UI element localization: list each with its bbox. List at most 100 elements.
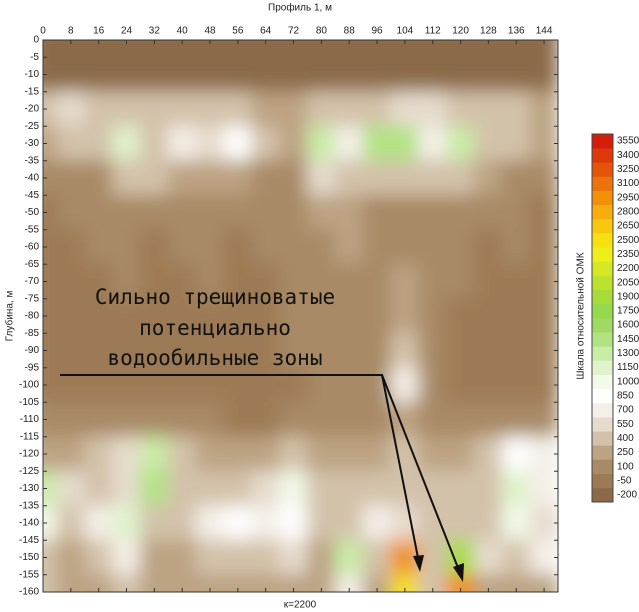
cell bbox=[223, 40, 253, 58]
colorbar-swatch bbox=[592, 162, 613, 177]
cell bbox=[473, 574, 503, 592]
cell bbox=[84, 539, 114, 576]
cell bbox=[195, 194, 225, 231]
cell bbox=[446, 125, 475, 162]
cell bbox=[473, 539, 503, 576]
colorbar-title: Шкала относительной ОМК bbox=[576, 252, 587, 379]
cell bbox=[84, 367, 114, 403]
cell bbox=[390, 56, 420, 93]
cell bbox=[84, 298, 114, 334]
cell bbox=[251, 263, 281, 300]
colorbar-swatch bbox=[592, 218, 613, 234]
cell bbox=[223, 91, 253, 127]
y-tick-label: -110 bbox=[20, 414, 40, 425]
cell bbox=[139, 194, 169, 231]
colorbar-tick-label: -200 bbox=[617, 490, 637, 501]
cell bbox=[139, 91, 169, 127]
cell bbox=[473, 229, 503, 265]
cell bbox=[418, 263, 448, 300]
colorbar-swatch bbox=[592, 176, 613, 191]
cell bbox=[362, 332, 392, 369]
cell bbox=[446, 401, 475, 438]
x-tick-label: 136 bbox=[508, 26, 525, 37]
colorbar-swatch bbox=[592, 261, 613, 276]
cell bbox=[279, 298, 308, 334]
cell bbox=[334, 436, 364, 472]
cell bbox=[279, 470, 308, 507]
cell bbox=[334, 298, 364, 334]
cell bbox=[306, 160, 336, 196]
cell bbox=[334, 574, 364, 592]
cell bbox=[446, 367, 475, 403]
x-tick-label: 40 bbox=[177, 26, 189, 37]
cell bbox=[167, 505, 197, 541]
y-tick-label: -115 bbox=[20, 431, 40, 442]
cell bbox=[362, 436, 392, 472]
y-tick-label: -45 bbox=[25, 190, 40, 201]
cell bbox=[112, 263, 141, 300]
cell bbox=[446, 574, 475, 592]
cell bbox=[473, 263, 503, 300]
cell bbox=[251, 505, 281, 541]
cell bbox=[390, 40, 420, 58]
cell bbox=[195, 263, 225, 300]
cell bbox=[446, 263, 475, 300]
colorbar-tick-label: 700 bbox=[617, 405, 634, 416]
annotation-line: Сильно трещиноватые bbox=[95, 285, 335, 309]
cell bbox=[529, 401, 558, 438]
cell bbox=[279, 229, 308, 265]
y-tick-label: -50 bbox=[25, 207, 40, 218]
cell bbox=[223, 367, 253, 403]
colorbar-tick-label: 850 bbox=[617, 390, 634, 401]
cell bbox=[195, 56, 225, 93]
cell bbox=[473, 125, 503, 162]
cell bbox=[112, 125, 141, 162]
colorbar-tick-label: 100 bbox=[617, 461, 634, 472]
cell bbox=[139, 298, 169, 334]
colorbar-tick-label: 1900 bbox=[617, 291, 639, 302]
cell bbox=[167, 332, 197, 369]
cell bbox=[167, 229, 197, 265]
cell bbox=[195, 401, 225, 438]
cell bbox=[334, 40, 364, 58]
cell bbox=[112, 574, 141, 592]
cell bbox=[223, 160, 253, 196]
cell bbox=[418, 401, 448, 438]
cell bbox=[139, 229, 169, 265]
cell bbox=[223, 56, 253, 93]
colorbar-swatch bbox=[592, 360, 613, 375]
cell bbox=[223, 194, 253, 231]
cell bbox=[362, 263, 392, 300]
cell bbox=[112, 401, 141, 438]
cell bbox=[56, 91, 86, 127]
cell bbox=[279, 367, 308, 403]
cell bbox=[167, 436, 197, 472]
y-tick-label: -100 bbox=[19, 380, 39, 391]
cell bbox=[446, 332, 475, 369]
annotation-line: потенциально bbox=[139, 316, 291, 340]
y-tick-label: -30 bbox=[25, 138, 40, 149]
colorbar-swatch bbox=[592, 289, 613, 305]
cell bbox=[334, 332, 364, 369]
cell bbox=[223, 298, 253, 334]
y-tick-label: -155 bbox=[19, 569, 39, 580]
cell bbox=[529, 263, 558, 300]
cell bbox=[56, 298, 86, 334]
colorbar-tick-label: 2650 bbox=[617, 221, 639, 232]
cell bbox=[306, 470, 336, 507]
cell bbox=[139, 332, 169, 369]
y-tick-label: -105 bbox=[19, 397, 39, 408]
cell bbox=[473, 298, 503, 334]
cell bbox=[306, 367, 336, 403]
cell bbox=[223, 539, 253, 576]
cell bbox=[418, 298, 448, 334]
cell bbox=[279, 401, 308, 438]
cell bbox=[473, 436, 503, 472]
cell bbox=[112, 229, 141, 265]
cell bbox=[251, 332, 281, 369]
cell bbox=[112, 470, 141, 507]
colorbar-tick-label: 1450 bbox=[617, 334, 639, 345]
cell bbox=[306, 298, 336, 334]
cell bbox=[362, 194, 392, 231]
cell bbox=[56, 160, 86, 196]
